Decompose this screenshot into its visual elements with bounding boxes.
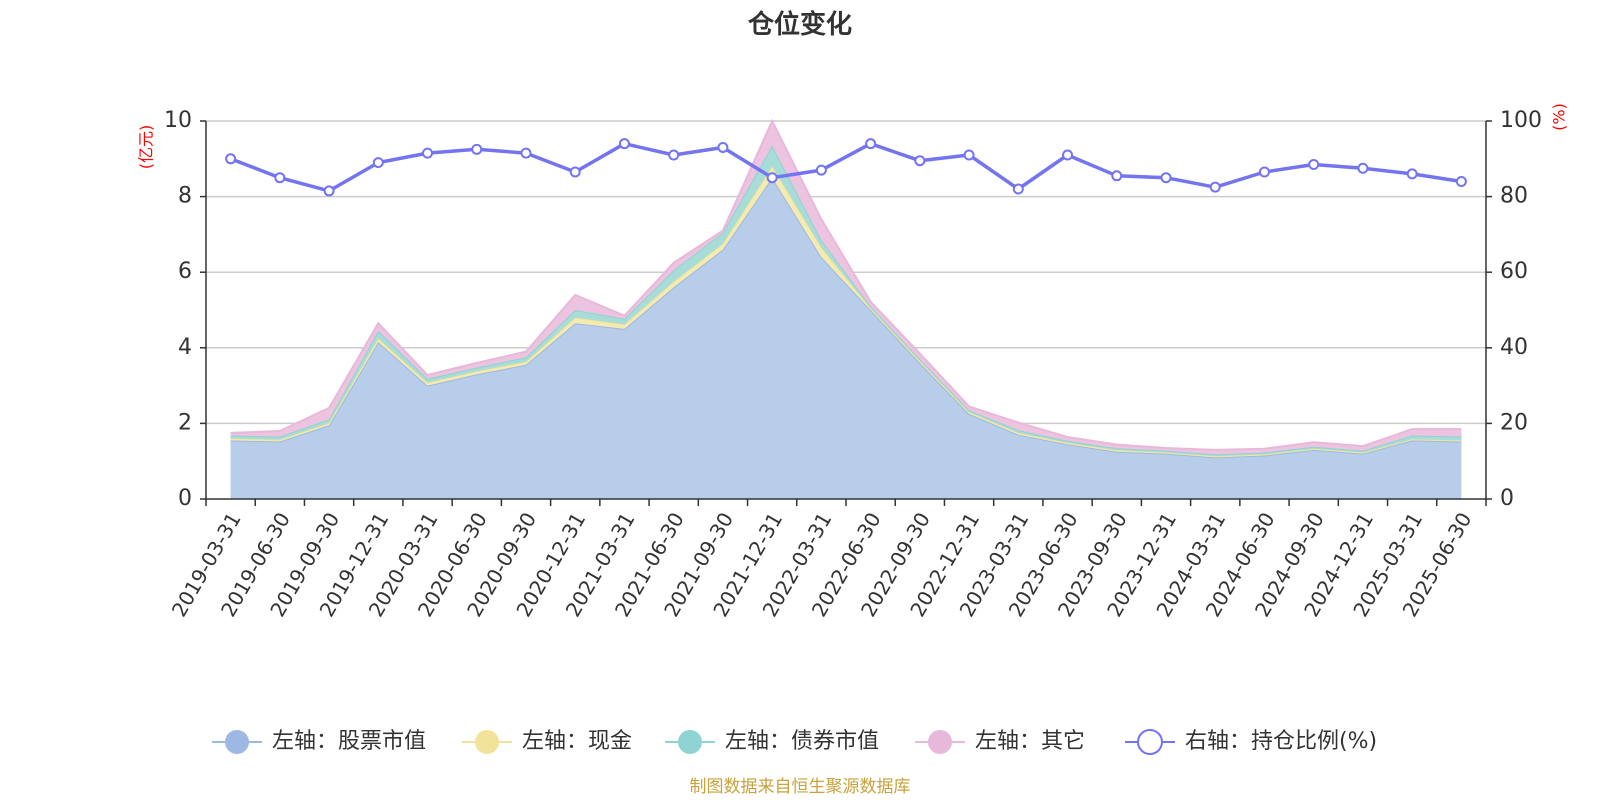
y-right-tick-label: 20 [1500,410,1528,435]
legend-marker [225,730,249,754]
ratio-point [225,153,237,165]
ratio-point [668,149,680,161]
ratio-point [963,149,975,161]
legend-label: 左轴：股票市值 [272,729,426,754]
ratio-point [766,172,778,184]
legend-label: 右轴：持仓比例(%) [1185,729,1377,754]
ratio-point [1012,183,1024,195]
data-source-note: 制图数据来自恒生聚源数据库 [690,777,911,797]
ratio-point [1406,168,1418,180]
y-left-tick-label: 0 [178,486,192,511]
ratio-point [274,172,286,184]
y-right-tick-label: 100 [1500,108,1542,133]
ratio-point [1062,149,1074,161]
legend-marker [678,730,702,754]
ratio-point [520,147,532,159]
ratio-point [618,138,630,150]
ratio-line-group [225,138,1467,197]
ratio-point [372,157,384,169]
legend-label: 左轴：债券市值 [725,729,879,754]
ratio-point [1209,181,1221,193]
ratio-line [229,141,1462,193]
y-left-tick-label: 2 [178,410,192,435]
y-right-tick-label: 60 [1500,259,1528,284]
ratio-point [1357,162,1369,174]
legend-marker [475,730,499,754]
area-edge-左轴：其它 [230,118,1462,451]
area-series-group [230,118,1462,499]
right-axis-unit: (%) [1550,103,1569,131]
y-left-tick-label: 8 [178,184,192,209]
ratio-point [1111,170,1123,182]
y-left-tick-label: 6 [178,259,192,284]
ratio-point [569,166,581,178]
ratio-point [1258,166,1270,178]
ratio-point [865,138,877,150]
legend-label: 左轴：其它 [975,729,1085,754]
y-right-tick-label: 80 [1500,184,1528,209]
ratio-point [717,141,729,153]
legend-marker [1137,729,1163,755]
y-right-tick-label: 40 [1500,335,1528,360]
y-left-tick-label: 10 [164,108,192,133]
ratio-point [323,185,335,197]
ratio-point [471,143,483,155]
legend-marker [928,730,952,754]
area-左轴：股票市值 [230,177,1462,499]
ratio-point [1308,158,1320,170]
ratio-point [914,155,926,167]
legend: 左轴：股票市值 左轴：现金 左轴：债券市值 左轴：其它 右轴：持仓比例(%) [212,729,1377,755]
legend-label: 左轴：现金 [522,729,632,754]
ratio-point [815,164,827,176]
chart-title: 仓位变化 [747,9,852,40]
ratio-point [422,147,434,159]
y-left-tick-label: 4 [178,335,192,360]
ratio-point [1160,172,1172,184]
y-right-tick-label: 0 [1500,486,1514,511]
left-axis-unit: (亿元) [137,125,156,170]
ratio-point [1455,175,1467,187]
